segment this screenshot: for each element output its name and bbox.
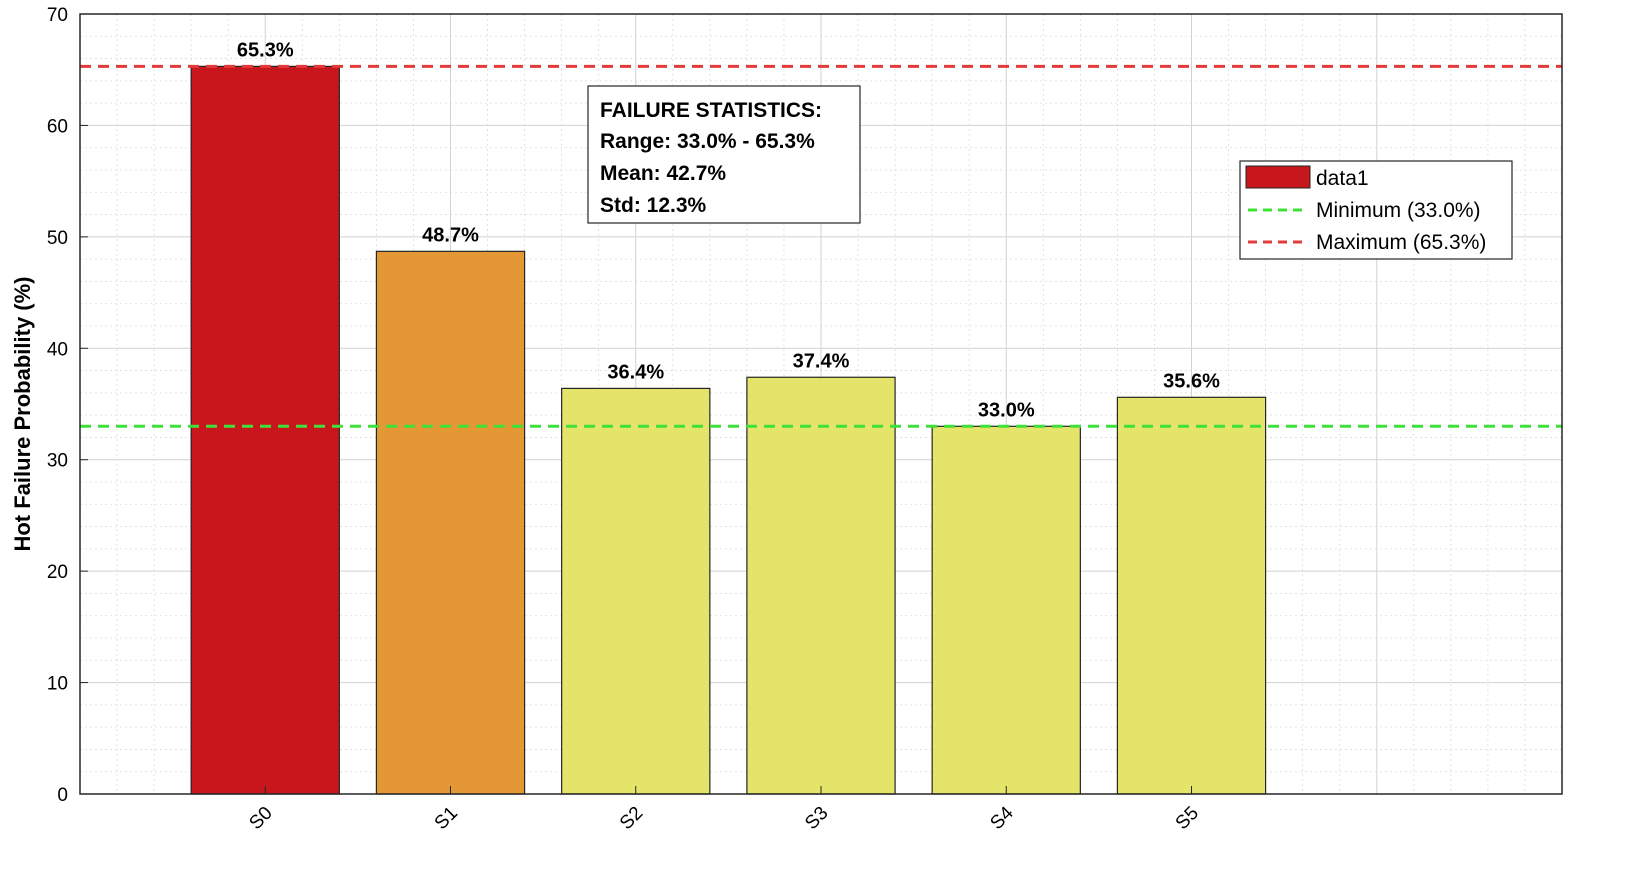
data-label-s4: 33.0% bbox=[978, 399, 1035, 421]
data-label-s5: 35.6% bbox=[1163, 370, 1220, 392]
legend-label-maximum: Maximum (65.3%) bbox=[1316, 231, 1486, 254]
bar-s0 bbox=[190, 65, 340, 795]
y-axis-label: Hot Failure Probability (%) bbox=[10, 276, 35, 551]
y-tick-label: 30 bbox=[47, 451, 68, 472]
bar-s4 bbox=[931, 425, 1081, 795]
statistics-range: Range: 33.0% - 65.3% bbox=[600, 130, 815, 153]
statistics-std: Std: 12.3% bbox=[600, 194, 707, 217]
statistics-title: FAILURE STATISTICS: bbox=[600, 99, 822, 122]
y-tick-label: 0 bbox=[57, 785, 68, 806]
statistics-mean: Mean: 42.7% bbox=[600, 162, 726, 185]
reference-lines bbox=[80, 64, 1562, 428]
bar-s1 bbox=[375, 250, 526, 795]
y-tick-label: 70 bbox=[47, 5, 68, 26]
legend-swatch-data1 bbox=[1245, 165, 1311, 189]
y-tick-label: 40 bbox=[47, 339, 68, 360]
data-label-s3: 37.4% bbox=[793, 350, 850, 372]
y-tick-label: 20 bbox=[47, 562, 68, 583]
bars bbox=[190, 65, 1267, 795]
legend-label-minimum: Minimum (33.0%) bbox=[1316, 199, 1481, 222]
legend: data1 Minimum (33.0%) Maximum (65.3%) bbox=[1239, 160, 1513, 260]
legend-label-data1: data1 bbox=[1316, 167, 1369, 190]
y-tick-label: 10 bbox=[47, 674, 68, 695]
y-tick-label: 50 bbox=[47, 228, 68, 249]
statistics-box-frame bbox=[587, 85, 861, 224]
y-tick-label: 60 bbox=[47, 116, 68, 137]
statistics-annotation: FAILURE STATISTICS: Range: 33.0% - 65.3%… bbox=[587, 85, 861, 224]
data-label-s1: 48.7% bbox=[422, 224, 479, 246]
data-labels: 65.3% 48.7% 36.4% 37.4% 33.0% 35.6% bbox=[237, 39, 1220, 421]
bar-s2 bbox=[561, 387, 711, 795]
data-label-s2: 36.4% bbox=[607, 361, 664, 383]
bar-s3 bbox=[746, 376, 896, 795]
y-axis-ticks: 0 10 20 30 40 50 60 70 bbox=[47, 5, 88, 806]
data-label-s0: 65.3% bbox=[237, 39, 294, 61]
bar-s5 bbox=[1116, 396, 1267, 795]
